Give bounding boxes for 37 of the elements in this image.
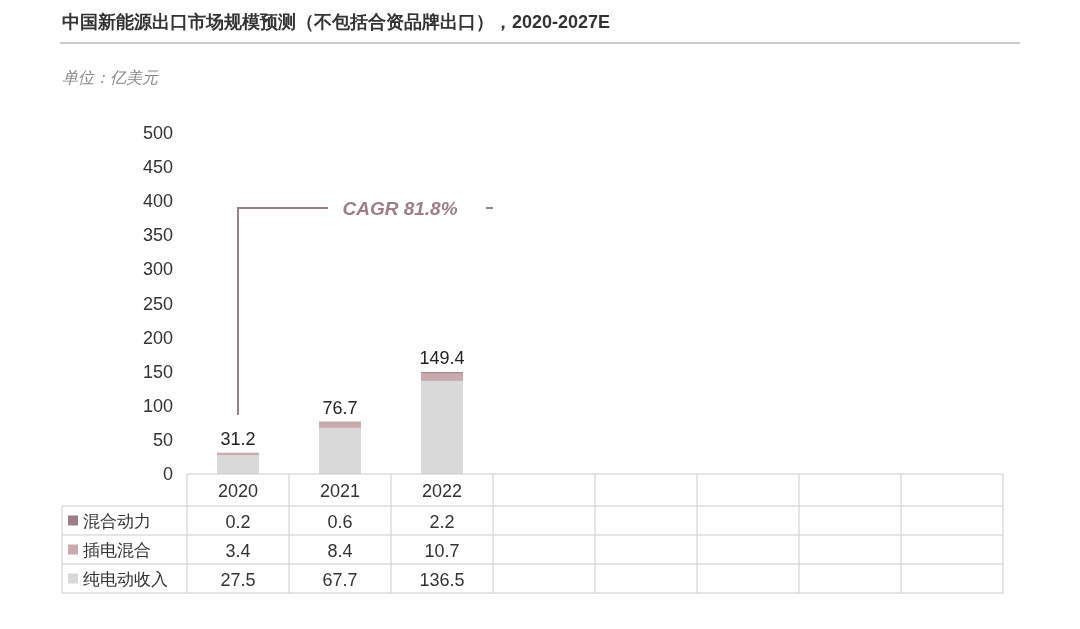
y-tick-label: 0 xyxy=(162,464,173,484)
y-tick-label: 450 xyxy=(142,157,173,178)
y-tick-label: 150 xyxy=(142,361,173,382)
bar xyxy=(421,380,463,474)
legend-label: 纯电动收入 xyxy=(83,569,168,589)
bar xyxy=(217,455,259,474)
total-label: 149.4 xyxy=(419,348,465,369)
y-tick-label: 100 xyxy=(142,395,173,416)
bar xyxy=(319,422,361,428)
y-tick-label: 400 xyxy=(142,191,173,212)
data-label: 2.2 xyxy=(429,511,455,532)
total-label: 76.7 xyxy=(322,397,358,418)
x-tick-label: 2020 xyxy=(217,481,259,501)
legend-label: 混合动力 xyxy=(83,511,151,531)
bar xyxy=(421,373,463,381)
data-label: 0.2 xyxy=(225,511,251,532)
y-tick-label: 500 xyxy=(142,123,173,143)
data-label: 8.4 xyxy=(327,540,353,561)
data-label: 3.4 xyxy=(225,540,251,561)
y-tick-label: 300 xyxy=(142,259,173,280)
annotation: CAGR 81.8% xyxy=(342,198,458,219)
x-tick-label: 2022 xyxy=(421,481,463,501)
y-tick-label: 350 xyxy=(142,225,173,246)
total-label: 31.2 xyxy=(220,428,256,449)
data-label: 136.5 xyxy=(419,569,465,590)
y-tick-label: 200 xyxy=(142,327,173,348)
legend-label: 插电混合 xyxy=(83,540,151,560)
data-label: 10.7 xyxy=(424,540,460,561)
data-label: 0.6 xyxy=(327,511,353,532)
data-label: 67.7 xyxy=(322,569,358,590)
x-tick-label: 2021 xyxy=(319,481,361,501)
y-tick-label: 250 xyxy=(142,293,173,314)
chart-subtitle: 单位：亿美元 xyxy=(62,69,159,86)
y-tick-label: 50 xyxy=(152,429,173,450)
data-label: 27.5 xyxy=(220,569,256,590)
title: 中国新能源出口市场规模预测（不包括合资品牌出口），2020-2027E xyxy=(62,12,611,32)
bar xyxy=(319,427,361,474)
